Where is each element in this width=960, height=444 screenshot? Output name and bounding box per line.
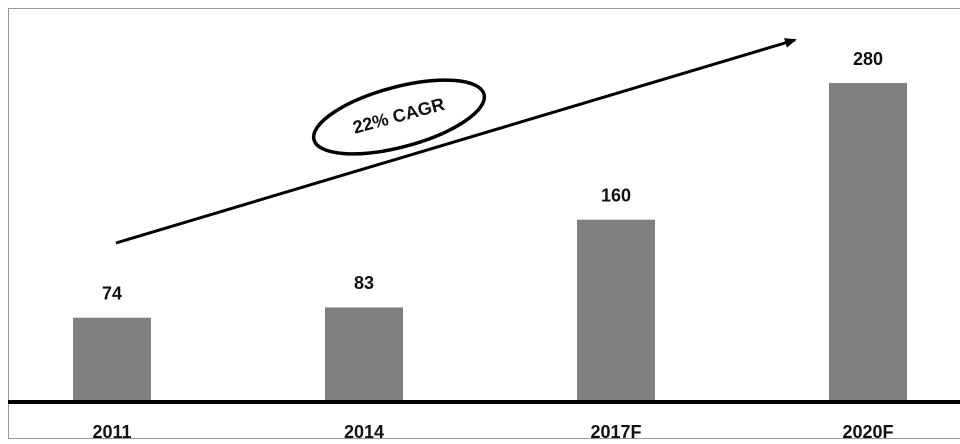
x-tick-label: 2020F: [842, 422, 893, 442]
data-label: 83: [354, 273, 374, 293]
frame: [8, 8, 960, 439]
cagr-callout: 22% CAGR: [311, 78, 487, 156]
bar: [829, 83, 907, 402]
x-tick-label: 2017F: [590, 422, 641, 442]
x-tick-label: 2014: [344, 422, 384, 442]
data-label: 160: [601, 185, 631, 205]
callout-ellipse: [311, 78, 487, 156]
bar: [577, 219, 655, 402]
bar: [325, 307, 403, 402]
data-label: 280: [853, 49, 883, 69]
data-label: 74: [102, 283, 122, 303]
annotation: 22% CAGR: [351, 94, 447, 138]
bar: [73, 317, 151, 402]
x-tick-label: 2011: [92, 422, 131, 442]
trend-arrow: [115, 38, 797, 245]
